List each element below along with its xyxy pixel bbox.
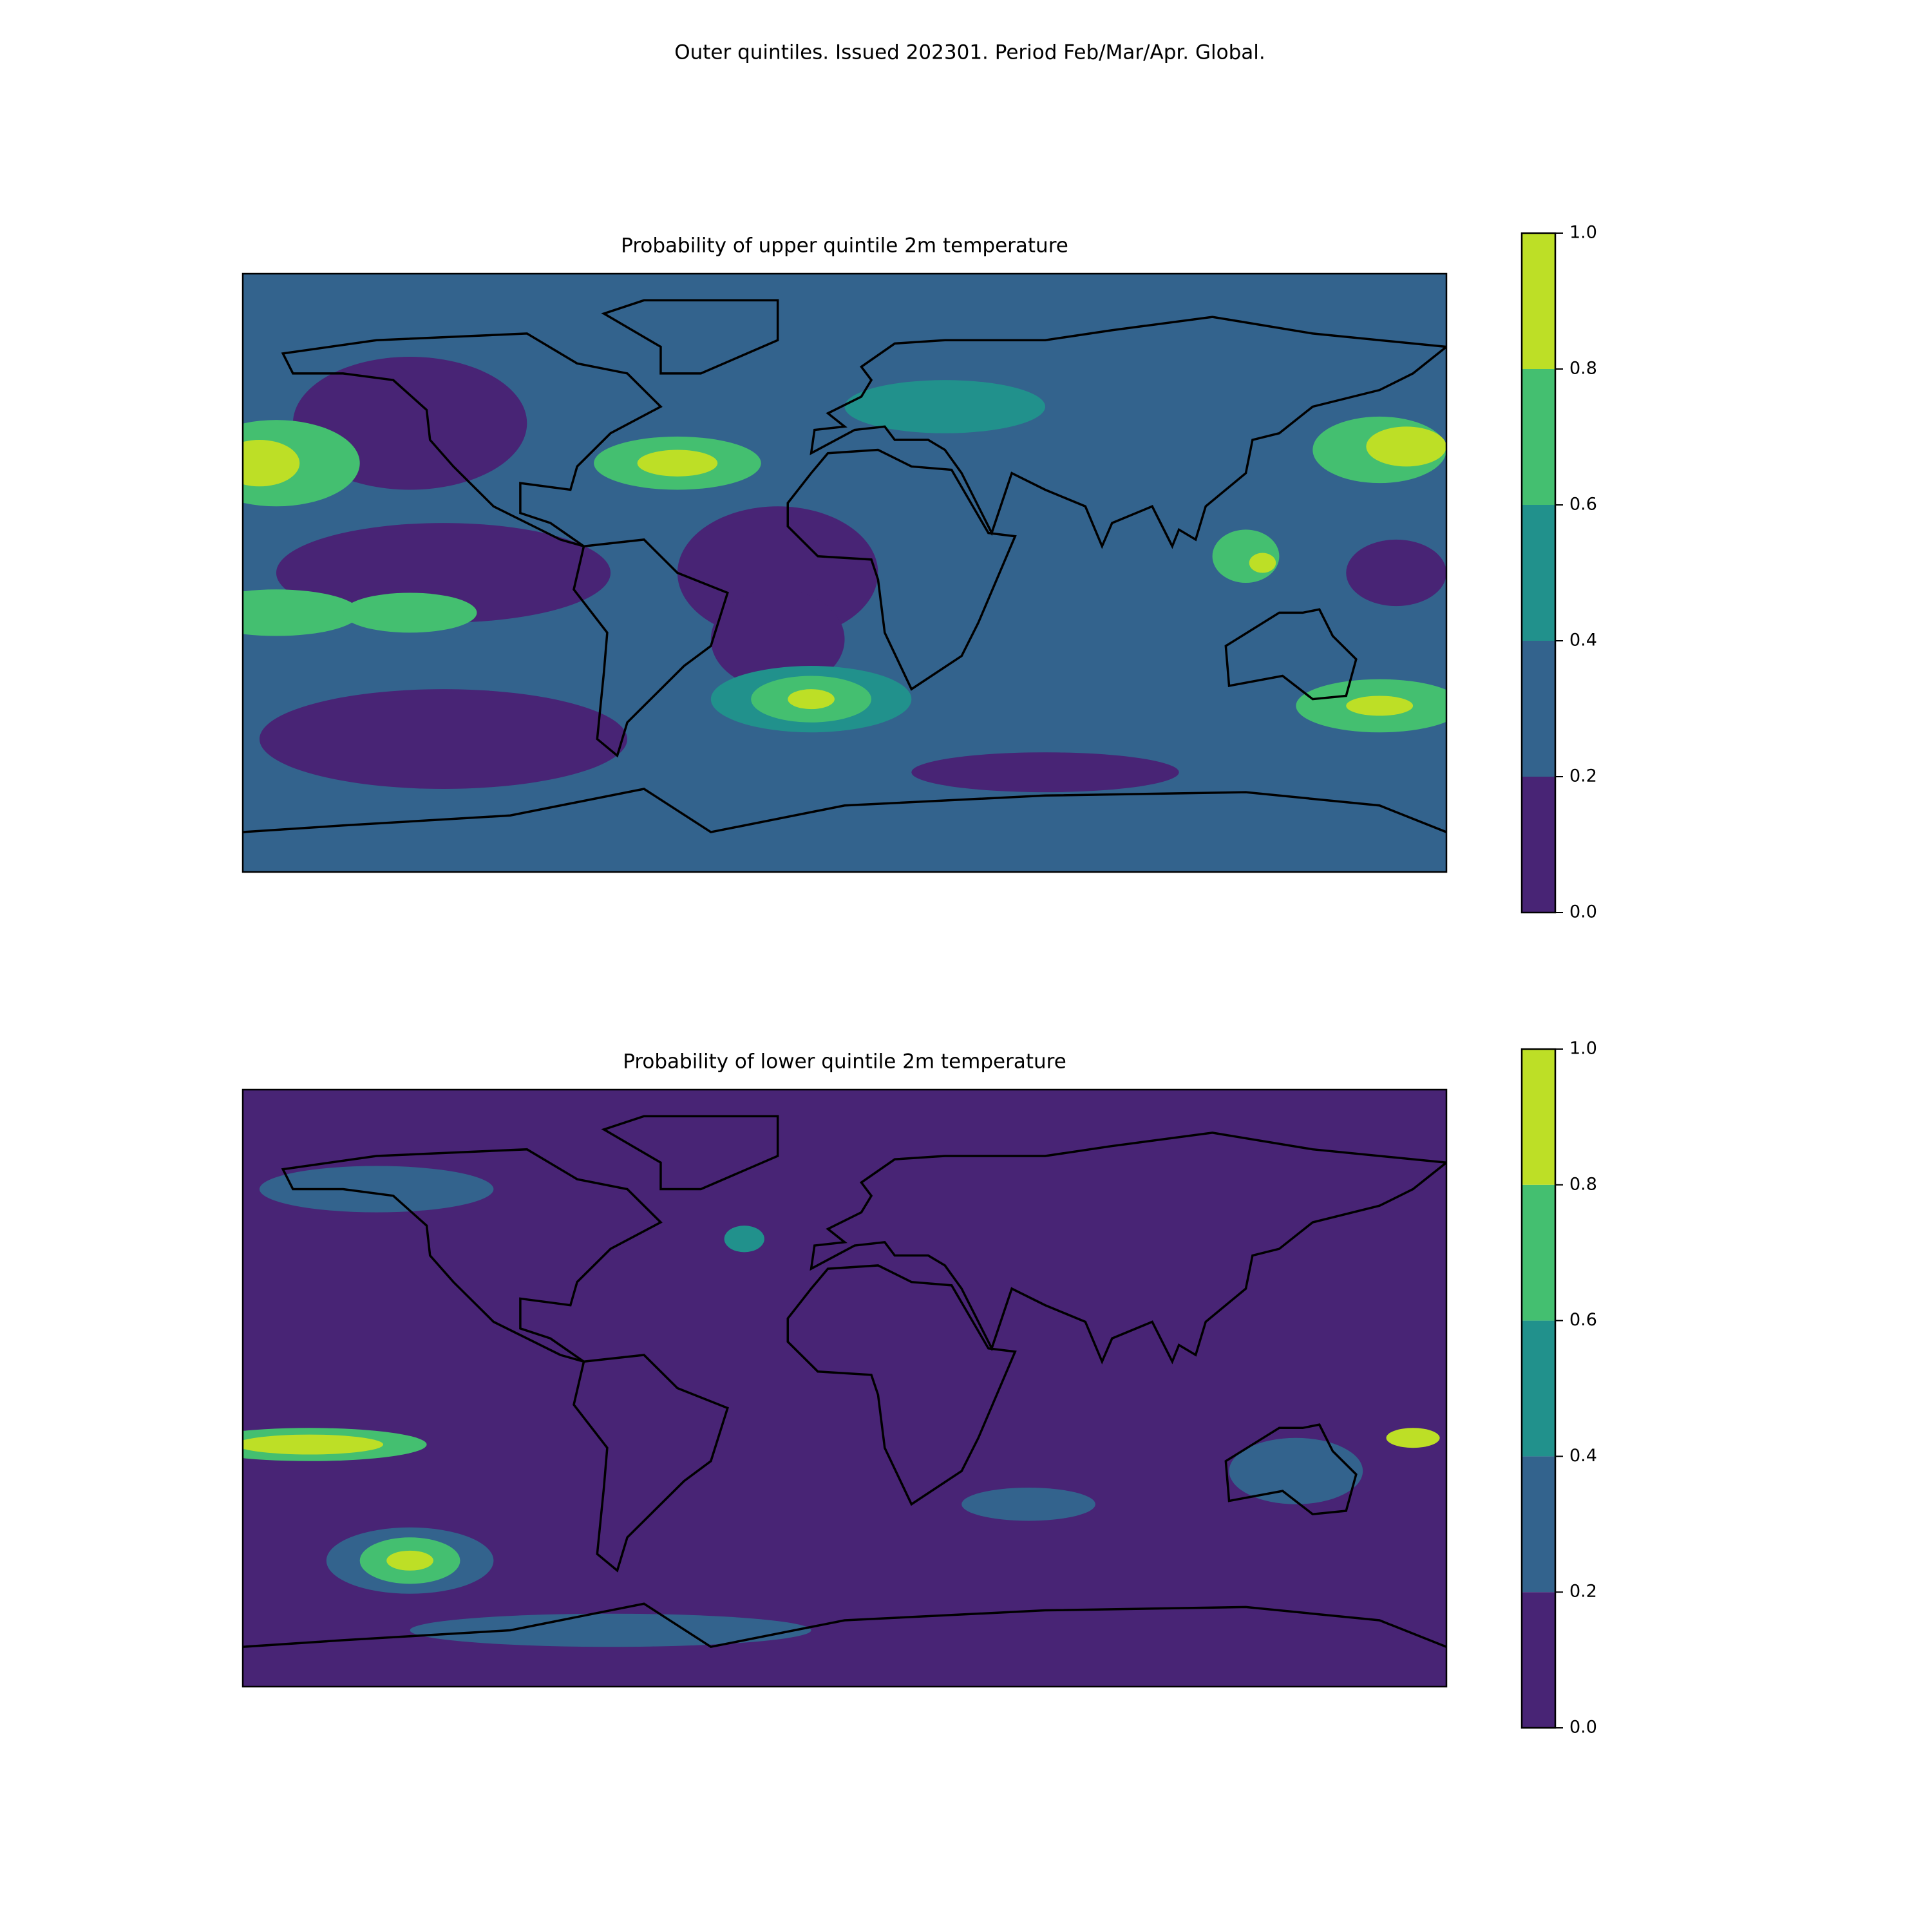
coastline [281, 332, 663, 547]
colorbar-tick-label: 0.0 [1569, 902, 1597, 922]
colorbar-segment [1522, 777, 1555, 913]
colorbar-segment [1522, 1049, 1555, 1185]
map-field [243, 1090, 1446, 1687]
colorbar-tick-label: 1.0 [1569, 223, 1597, 243]
field-region [677, 506, 878, 639]
field-region [1346, 539, 1446, 607]
field-region [724, 1226, 764, 1253]
coastline [243, 788, 1446, 833]
field-region [911, 752, 1179, 793]
map-frame [242, 1088, 1448, 1688]
field-region [243, 440, 300, 487]
coastline [281, 1148, 663, 1363]
colorbar-tick-label: 0.6 [1569, 1310, 1597, 1330]
colorbar-segment [1522, 1184, 1555, 1321]
field-region [637, 450, 718, 477]
colorbar-segment [1522, 1592, 1555, 1728]
field-region [1386, 1428, 1440, 1448]
colorbar-tick-label: 0.6 [1569, 495, 1597, 515]
coastline [1224, 1423, 1358, 1516]
colorbar-tick-label: 0.2 [1569, 1582, 1597, 1602]
field-region [410, 1613, 811, 1647]
coastline [1224, 608, 1358, 701]
figure-title: Outer quintiles. Issued 202301. Period F… [674, 41, 1265, 64]
field-region [243, 1434, 384, 1455]
colorbar-frame [1520, 1048, 1557, 1729]
coastline [786, 1264, 1017, 1506]
field-region [243, 589, 360, 636]
colorbar-tick-label: 0.2 [1569, 766, 1597, 786]
field-region [961, 1488, 1095, 1521]
coastline [810, 1132, 1446, 1365]
colorbar-segment [1522, 1320, 1555, 1457]
coastline [601, 299, 779, 375]
panel-title: Probability of upper quintile 2m tempera… [621, 234, 1068, 258]
colorbar-tick-label: 1.0 [1569, 1039, 1597, 1059]
colorbar-frame [1520, 232, 1557, 914]
colorbar-segment [1522, 641, 1555, 777]
field-region [343, 592, 477, 633]
colorbar-tick-label: 0.4 [1569, 630, 1597, 650]
colorbar-segment [1522, 1456, 1555, 1593]
coastline [573, 538, 729, 758]
field-region [259, 689, 628, 789]
field-region [1229, 1437, 1363, 1504]
colorbar-tick-label: 0.4 [1569, 1446, 1597, 1466]
coastline [786, 448, 1017, 691]
field-region [788, 689, 835, 710]
colorbar-tick-label: 0.0 [1569, 1718, 1597, 1738]
field-region [1366, 426, 1446, 467]
colorbar-tick-label: 0.8 [1569, 1174, 1597, 1194]
field-region [1346, 696, 1414, 716]
field-region [276, 523, 611, 623]
field-region [710, 589, 845, 690]
colorbar-segment [1522, 233, 1555, 369]
field-region [259, 1166, 494, 1213]
field-region [386, 1550, 433, 1571]
coastline [601, 1115, 779, 1191]
map-field [243, 274, 1446, 872]
coastline [810, 316, 1446, 549]
panel-title: Probability of lower quintile 2m tempera… [623, 1050, 1066, 1074]
map-frame [242, 272, 1448, 873]
field-region [844, 380, 1045, 433]
coastline [573, 1354, 729, 1573]
colorbar-tick-label: 0.8 [1569, 359, 1597, 379]
coastline [243, 1602, 1446, 1649]
field-region [1249, 553, 1276, 573]
colorbar-segment [1522, 505, 1555, 641]
colorbar-segment [1522, 369, 1555, 505]
